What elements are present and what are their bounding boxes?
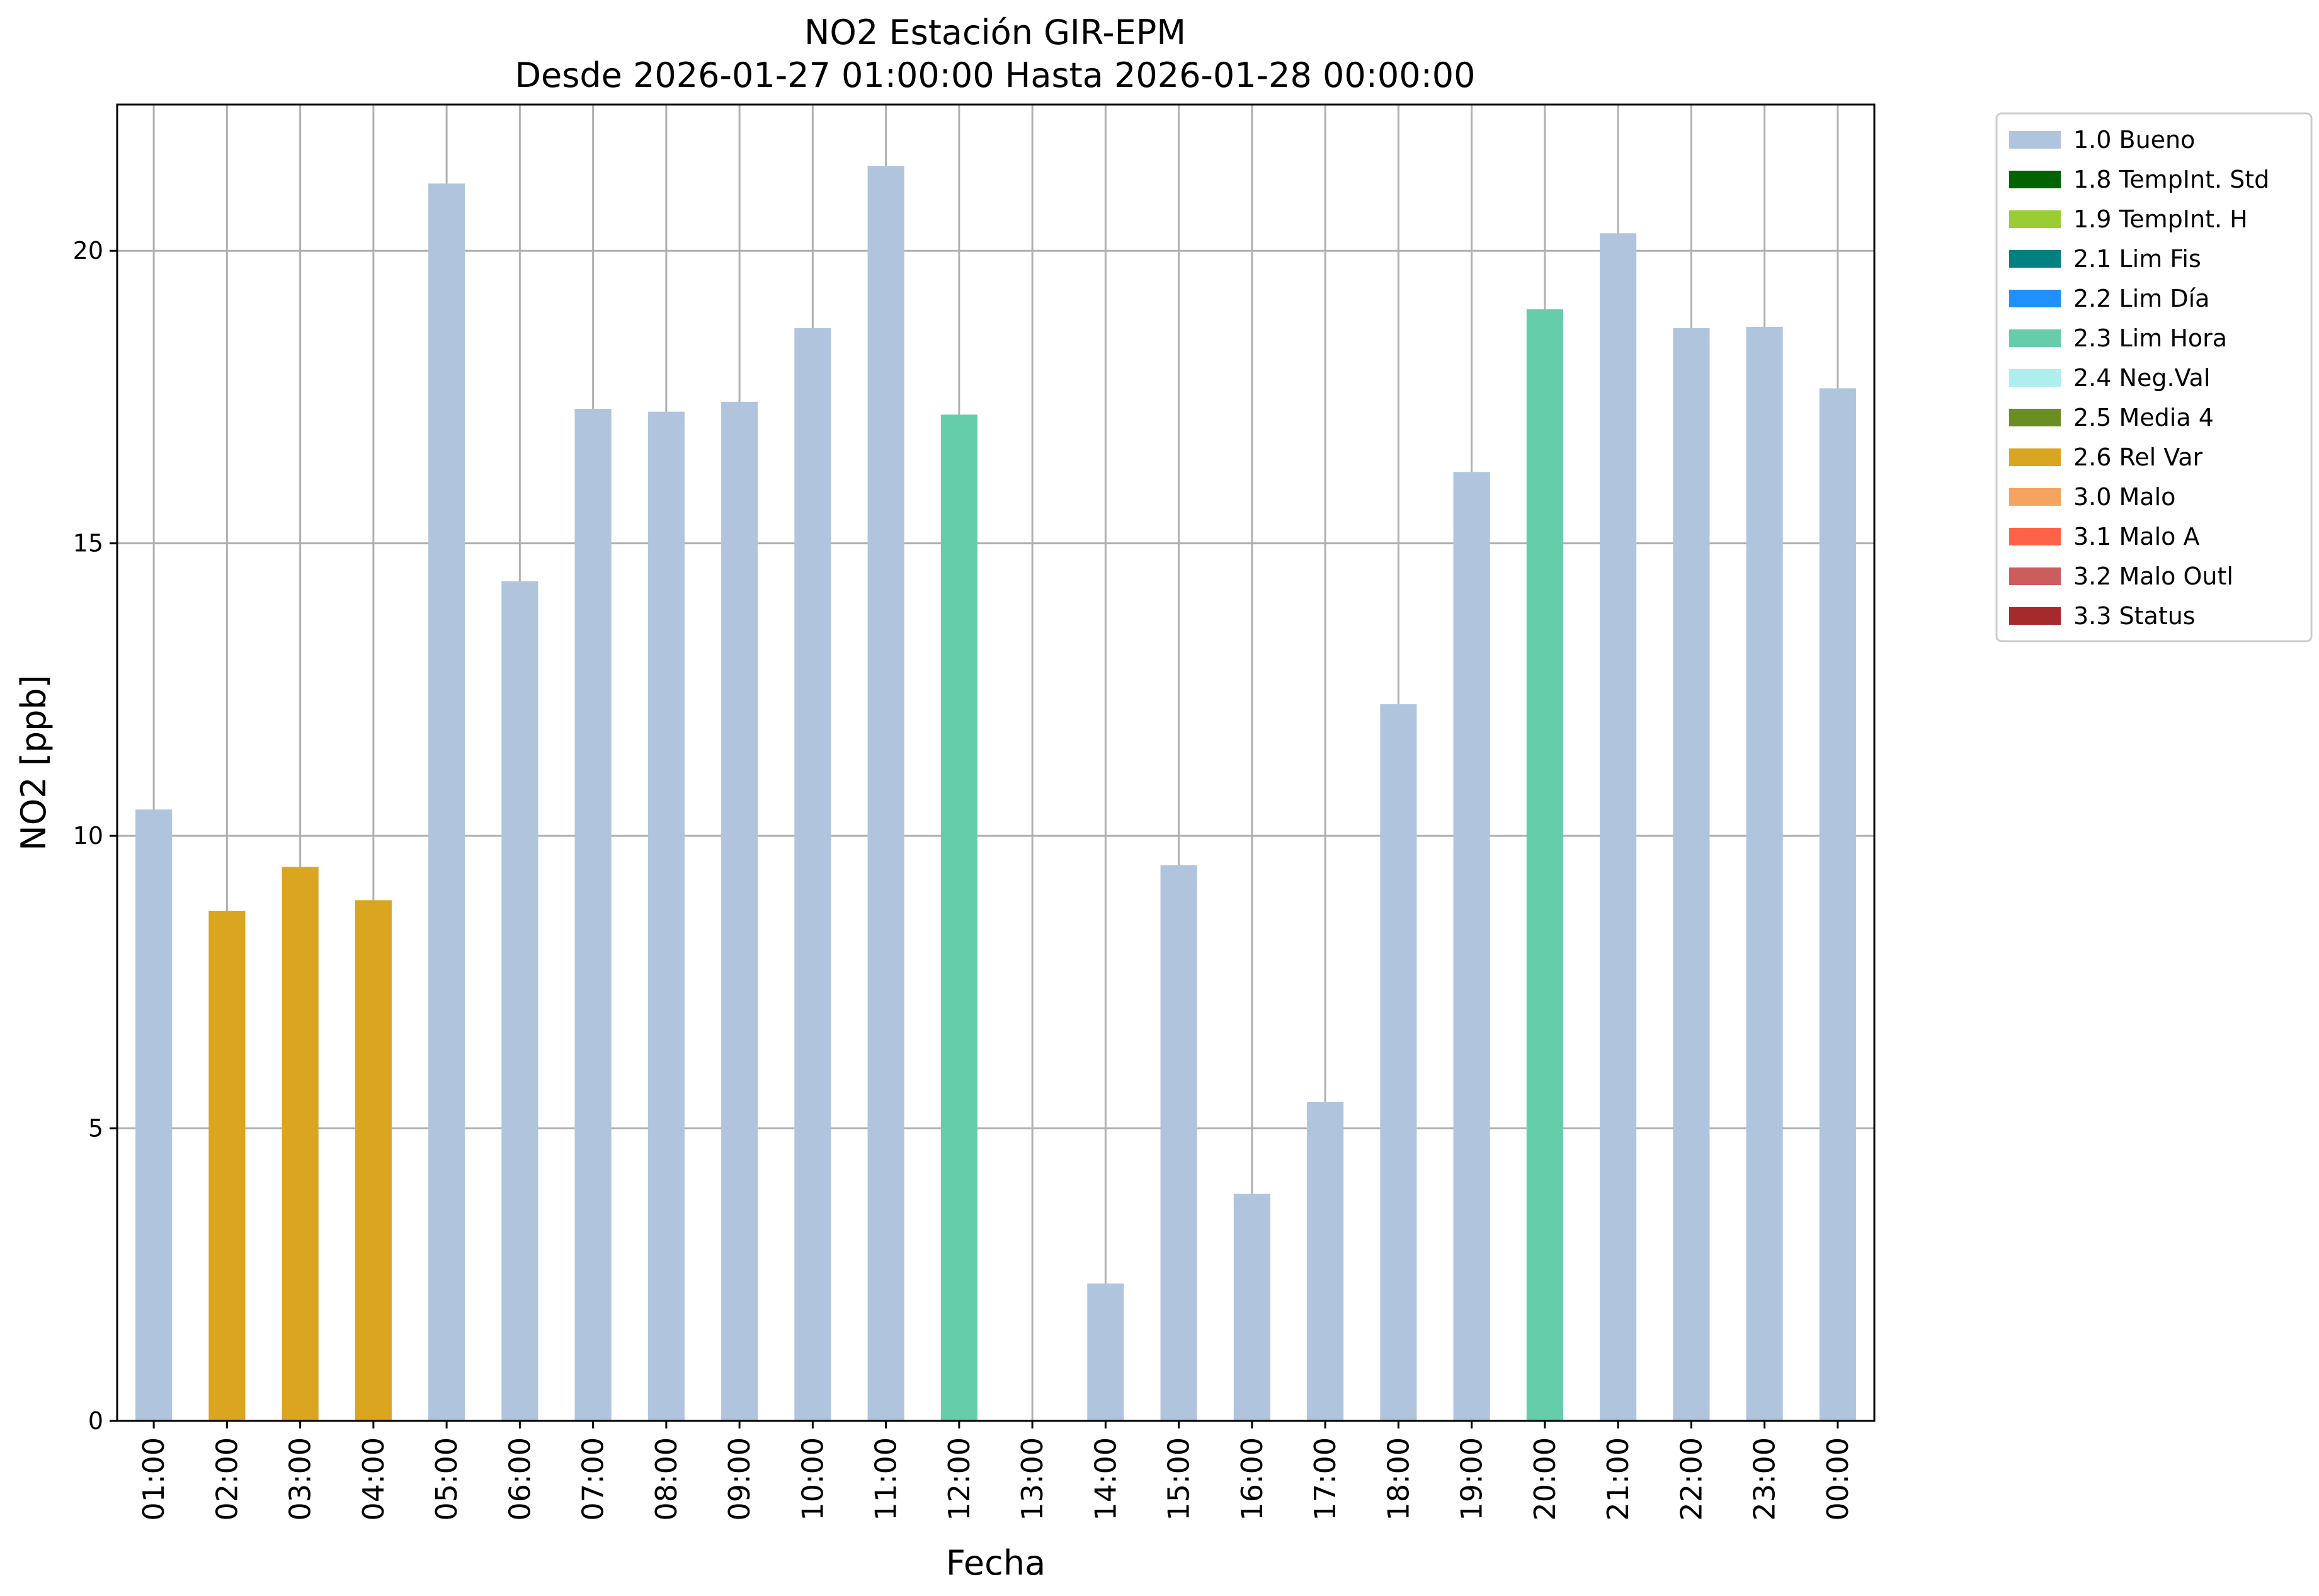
x-tick-label: 12:00 xyxy=(942,1437,976,1521)
legend-swatch xyxy=(2009,171,2061,188)
bar xyxy=(867,166,904,1421)
legend-swatch xyxy=(2009,607,2061,625)
legend-swatch xyxy=(2009,250,2061,268)
legend-swatch xyxy=(2009,329,2061,347)
bar xyxy=(208,911,246,1421)
legend-swatch xyxy=(2009,131,2061,149)
y-tick-label: 5 xyxy=(88,1115,103,1143)
chart-title: NO2 Estación GIR-EPM xyxy=(804,13,1186,52)
legend-swatch xyxy=(2009,448,2061,466)
y-tick-label: 0 xyxy=(88,1407,103,1435)
bars xyxy=(135,166,1856,1422)
x-tick-label: 00:00 xyxy=(1821,1437,1855,1521)
x-tick-label: 03:00 xyxy=(283,1437,317,1521)
y-tick-label: 20 xyxy=(73,237,103,265)
y-axis-label: NO2 [ppb] xyxy=(14,675,54,850)
bar xyxy=(647,411,685,1421)
x-tick-label: 10:00 xyxy=(795,1437,829,1521)
legend-swatch xyxy=(2009,210,2061,228)
x-tick-label: 15:00 xyxy=(1162,1437,1196,1521)
legend-swatch xyxy=(2009,369,2061,387)
bar xyxy=(1673,328,1710,1421)
bar xyxy=(1307,1102,1344,1421)
bar xyxy=(721,401,758,1422)
y-axis-ticks: 0 5 10 15 20 xyxy=(73,237,117,1435)
x-tick-label: 23:00 xyxy=(1748,1437,1782,1521)
x-tick-label: 14:00 xyxy=(1088,1437,1122,1521)
bar xyxy=(355,900,392,1421)
bar xyxy=(135,809,173,1421)
x-tick-label: 11:00 xyxy=(869,1437,903,1521)
x-tick-label: 09:00 xyxy=(722,1437,756,1521)
bar xyxy=(940,414,977,1422)
x-tick-label: 01:00 xyxy=(137,1437,171,1521)
legend-swatch xyxy=(2009,488,2061,506)
legend-label: 2.5 Media 4 xyxy=(2073,404,2214,431)
bar xyxy=(1380,704,1417,1421)
x-tick-label: 18:00 xyxy=(1381,1437,1415,1521)
legend-swatch xyxy=(2009,528,2061,545)
bar xyxy=(794,328,831,1421)
x-tick-label: 17:00 xyxy=(1308,1437,1342,1521)
bar xyxy=(501,581,538,1421)
bar xyxy=(1160,865,1197,1421)
x-tick-label: 06:00 xyxy=(503,1437,537,1521)
bar xyxy=(1746,326,1783,1421)
bar xyxy=(282,867,319,1421)
x-tick-label: 19:00 xyxy=(1455,1437,1489,1521)
x-tick-label: 21:00 xyxy=(1601,1437,1635,1521)
legend-swatch xyxy=(2009,290,2061,307)
legend-label: 2.4 Neg.Val xyxy=(2073,364,2210,392)
x-axis-ticks: 01:00 02:00 03:00 04:00 05:00 06:00 07:00 08:00… xyxy=(137,1421,1855,1521)
plot-frame xyxy=(116,103,1876,1422)
x-tick-label: 07:00 xyxy=(576,1437,610,1521)
legend-label: 2.6 Rel Var xyxy=(2073,443,2203,471)
legend-label: 3.1 Malo A xyxy=(2073,523,2199,550)
legend-label: 3.0 Malo xyxy=(2073,483,2175,511)
bar xyxy=(574,409,612,1421)
y-tick-label: 10 xyxy=(73,822,103,850)
x-tick-label: 13:00 xyxy=(1015,1437,1049,1521)
y-tick-label: 15 xyxy=(73,530,103,557)
legend-swatch xyxy=(2009,409,2061,426)
bar xyxy=(428,183,465,1421)
legend-label: 2.1 Lim Fis xyxy=(2073,245,2201,273)
bar xyxy=(1600,233,1637,1421)
legend-frame xyxy=(1995,112,2313,642)
x-axis-label: Fecha xyxy=(946,1543,1046,1583)
x-tick-label: 05:00 xyxy=(430,1437,464,1521)
legend-label: 3.3 Status xyxy=(2073,602,2196,630)
legend-label: 3.2 Malo Outl xyxy=(2073,562,2233,590)
bar xyxy=(1087,1283,1124,1421)
x-tick-label: 04:00 xyxy=(356,1437,390,1521)
x-tick-label: 08:00 xyxy=(649,1437,683,1521)
legend-swatch xyxy=(2009,567,2061,585)
legend-label: 1.8 TempInt. Std xyxy=(2073,166,2269,193)
legend-label: 1.0 Bueno xyxy=(2073,126,2195,154)
legend-label: 2.3 Lim Hora xyxy=(2073,324,2227,352)
bar xyxy=(1819,388,1856,1421)
chart-subtitle: Desde 2026-01-27 01:00:00 Hasta 2026-01-… xyxy=(515,55,1475,95)
legend: 1.0 Bueno 1.8 TempInt. Std 1.9 TempInt. H 2… xyxy=(1995,112,2313,642)
x-tick-label: 20:00 xyxy=(1528,1437,1562,1521)
bar xyxy=(1233,1194,1270,1421)
bar xyxy=(1526,309,1563,1422)
bar xyxy=(1453,472,1490,1421)
x-tick-label: 02:00 xyxy=(210,1437,244,1521)
legend-label: 2.2 Lim Día xyxy=(2073,285,2209,312)
x-tick-label: 16:00 xyxy=(1235,1437,1269,1521)
x-tick-label: 22:00 xyxy=(1674,1437,1708,1521)
legend-label: 1.9 TempInt. H xyxy=(2073,205,2248,233)
